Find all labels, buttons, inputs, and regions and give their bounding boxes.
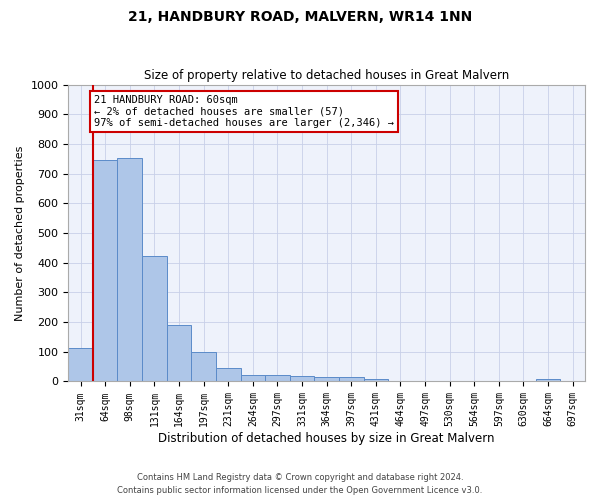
Bar: [68, 348, 93, 382]
Bar: [167, 325, 191, 382]
Bar: [93, 160, 118, 382]
Bar: [265, 374, 290, 382]
Text: Contains HM Land Registry data © Crown copyright and database right 2024.
Contai: Contains HM Land Registry data © Crown c…: [118, 474, 482, 495]
Text: 21, HANDBURY ROAD, MALVERN, WR14 1NN: 21, HANDBURY ROAD, MALVERN, WR14 1NN: [128, 10, 472, 24]
Bar: [216, 368, 241, 382]
X-axis label: Distribution of detached houses by size in Great Malvern: Distribution of detached houses by size …: [158, 432, 495, 445]
Bar: [290, 376, 314, 382]
Bar: [364, 378, 388, 382]
Title: Size of property relative to detached houses in Great Malvern: Size of property relative to detached ho…: [144, 69, 509, 82]
Y-axis label: Number of detached properties: Number of detached properties: [15, 146, 25, 320]
Bar: [536, 378, 560, 382]
Bar: [142, 256, 167, 382]
Text: 21 HANDBURY ROAD: 60sqm
← 2% of detached houses are smaller (57)
97% of semi-det: 21 HANDBURY ROAD: 60sqm ← 2% of detached…: [94, 95, 394, 128]
Bar: [118, 158, 142, 382]
Bar: [191, 352, 216, 382]
Bar: [314, 377, 339, 382]
Bar: [339, 377, 364, 382]
Bar: [241, 374, 265, 382]
